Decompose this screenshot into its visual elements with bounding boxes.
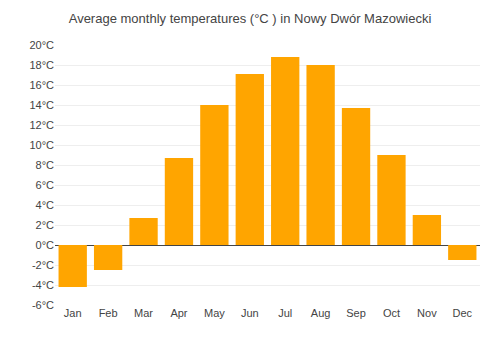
svg-text:14°C: 14°C xyxy=(29,99,54,111)
svg-text:Jul: Jul xyxy=(278,307,292,319)
svg-text:Sep: Sep xyxy=(346,307,366,319)
svg-text:Oct: Oct xyxy=(383,307,400,319)
svg-text:Dec: Dec xyxy=(453,307,473,319)
svg-text:6°C: 6°C xyxy=(36,179,55,191)
svg-text:Nov: Nov xyxy=(417,307,437,319)
svg-text:-6°C: -6°C xyxy=(32,299,54,311)
svg-text:-4°C: -4°C xyxy=(32,279,54,291)
svg-text:Jan: Jan xyxy=(64,307,82,319)
svg-text:Jun: Jun xyxy=(241,307,259,319)
svg-text:16°C: 16°C xyxy=(29,79,54,91)
svg-text:-2°C: -2°C xyxy=(32,259,54,271)
svg-text:12°C: 12°C xyxy=(29,119,54,131)
svg-text:20°C: 20°C xyxy=(29,39,54,51)
svg-text:Aug: Aug xyxy=(311,307,331,319)
svg-text:2°C: 2°C xyxy=(36,219,55,231)
svg-text:0°C: 0°C xyxy=(36,239,55,251)
svg-text:10°C: 10°C xyxy=(29,139,54,151)
svg-text:Average monthly temperatures (: Average monthly temperatures (°C ) in No… xyxy=(69,11,432,26)
svg-text:Apr: Apr xyxy=(170,307,187,319)
svg-text:Feb: Feb xyxy=(99,307,118,319)
svg-text:May: May xyxy=(204,307,225,319)
svg-text:4°C: 4°C xyxy=(36,199,55,211)
svg-text:18°C: 18°C xyxy=(29,59,54,71)
svg-text:Mar: Mar xyxy=(134,307,153,319)
svg-text:8°C: 8°C xyxy=(36,159,55,171)
